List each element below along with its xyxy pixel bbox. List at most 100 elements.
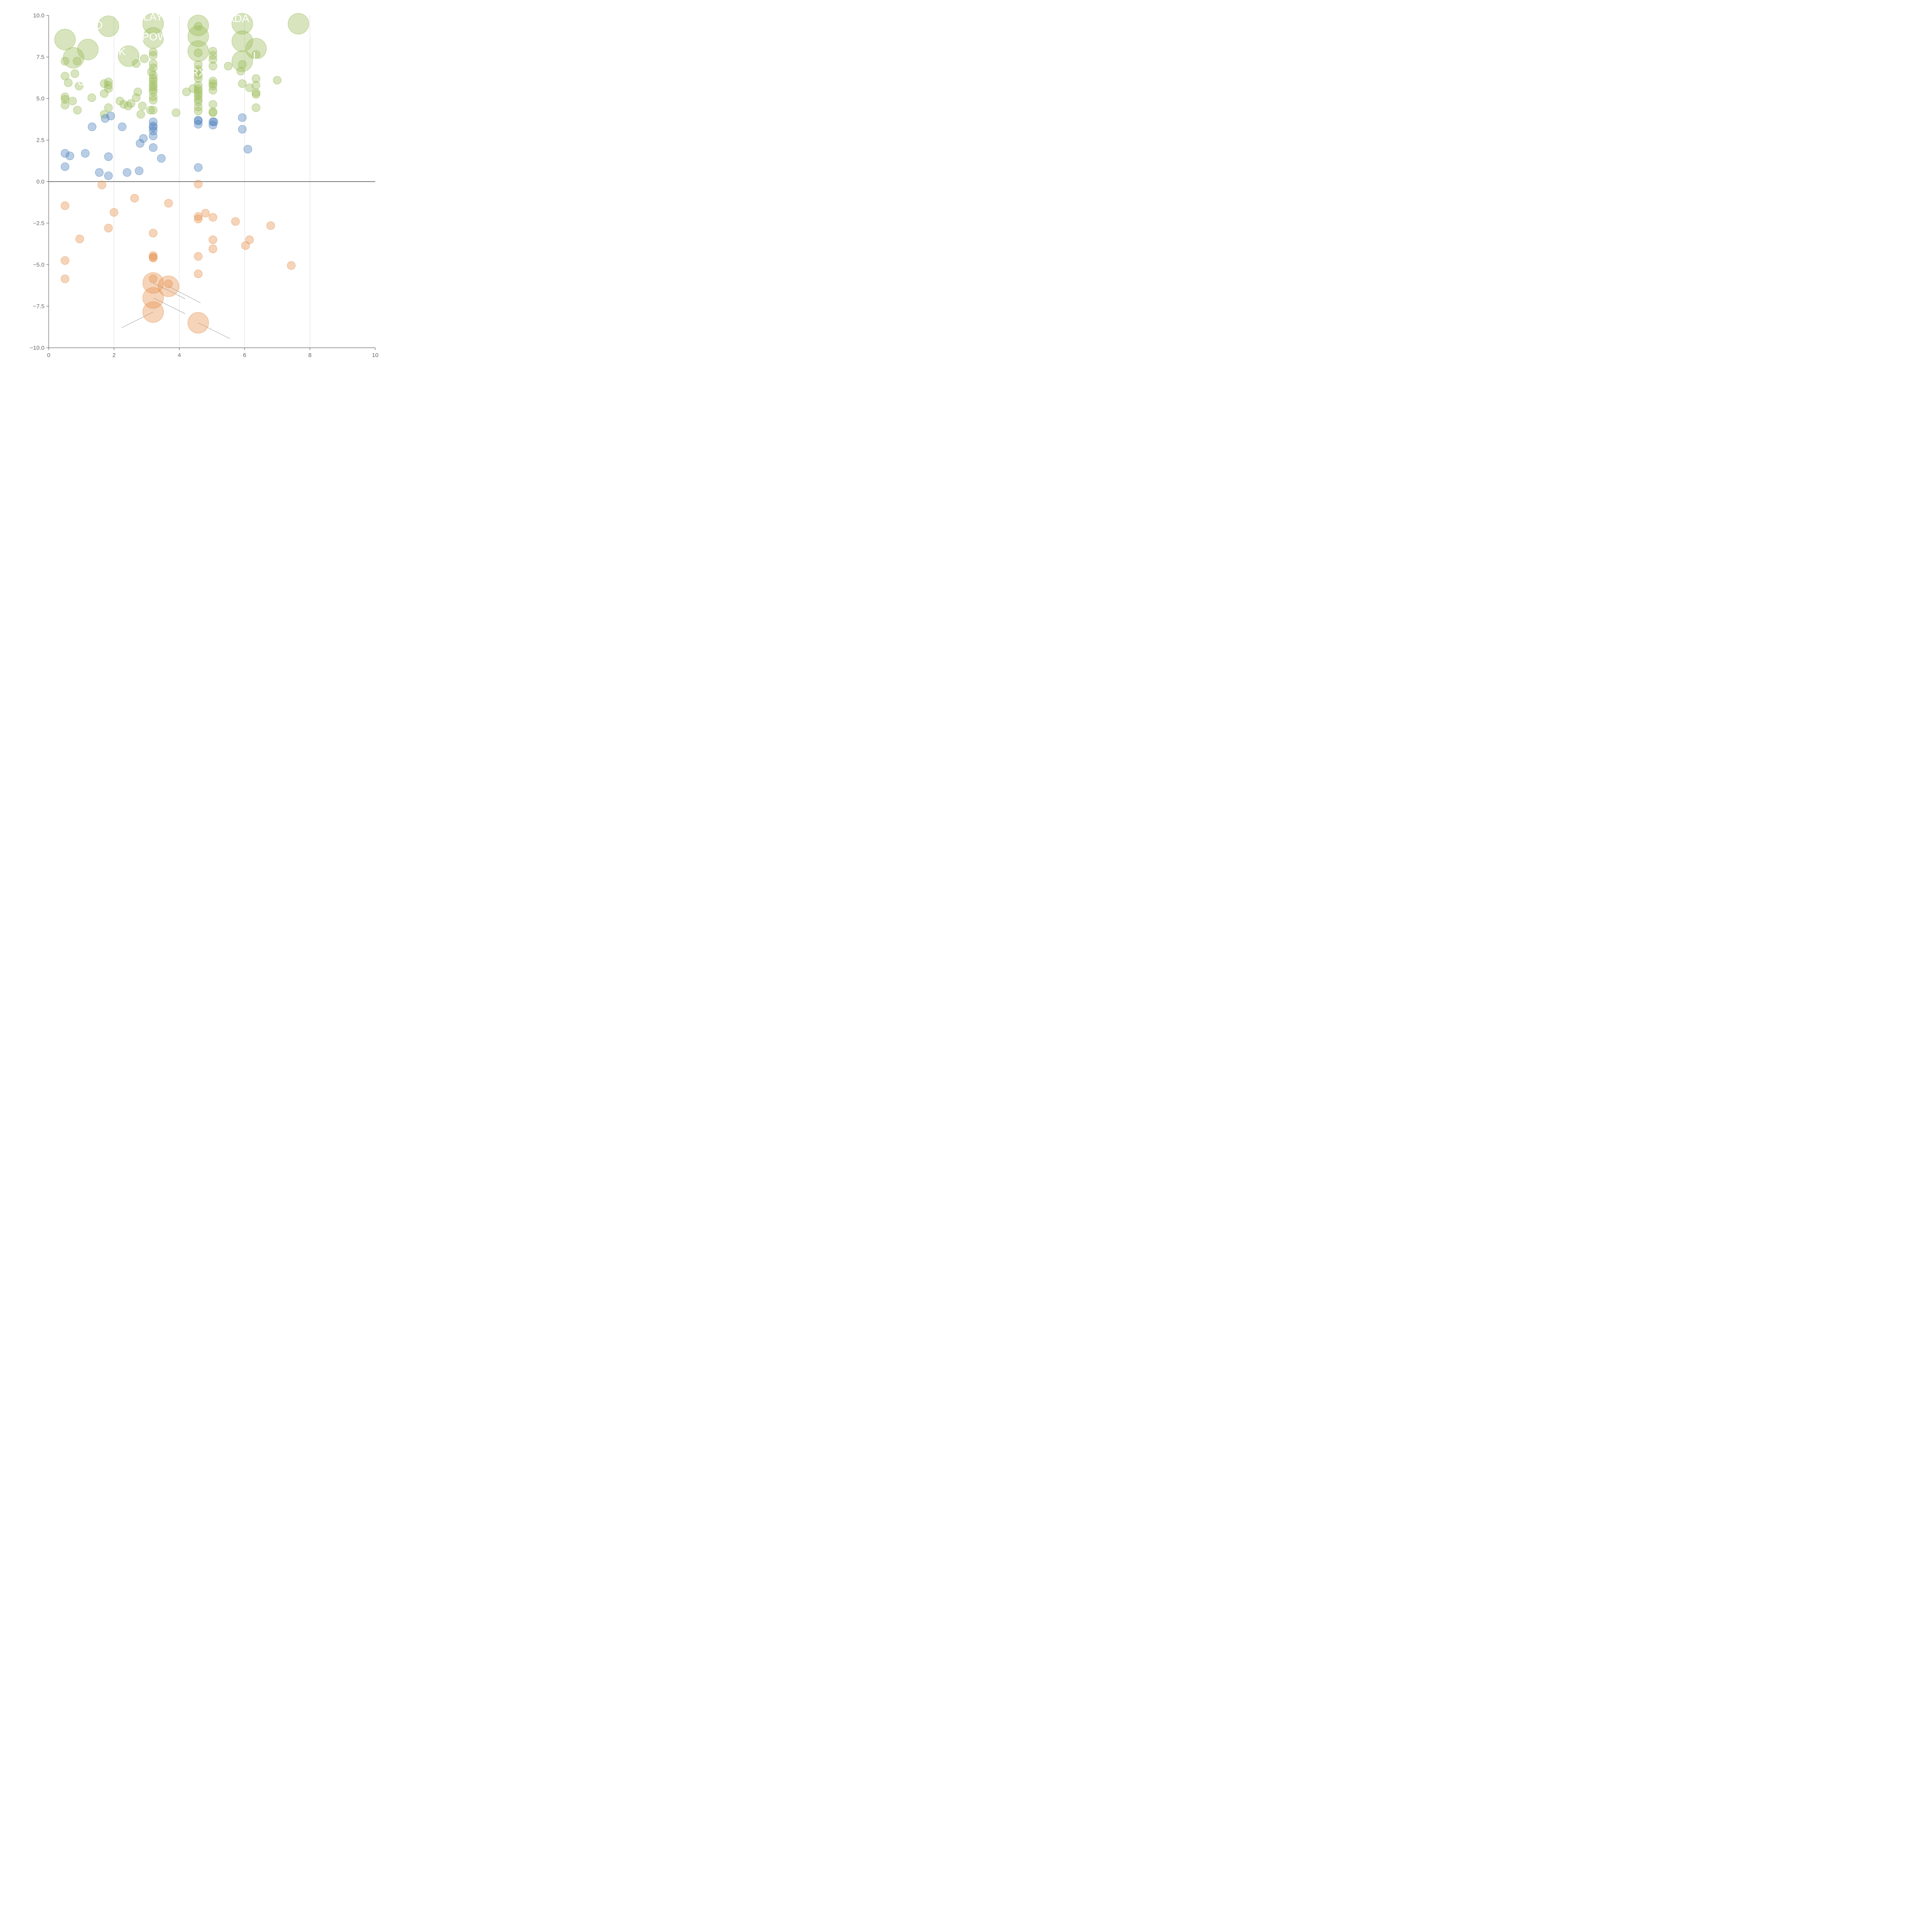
data-point: [149, 143, 158, 152]
data-point: [236, 66, 245, 76]
data-point: [142, 27, 164, 49]
data-point: [149, 80, 158, 89]
data-points: [54, 13, 310, 334]
data-point: [118, 45, 139, 67]
x-tick-label: 4: [178, 352, 181, 359]
data-point: [208, 86, 218, 95]
data-point: [231, 31, 253, 52]
scatter-chart: 0 2 4 6 8 10 −10.0 −7.5 −5.0 −2.5 0.0 2.5 5.0 7.5 10.0…: [30, 11, 379, 359]
data-point: [287, 261, 296, 270]
data-point: [208, 121, 218, 129]
data-point: [194, 68, 203, 77]
annotation-label: OO: [86, 19, 103, 31]
annotation-label: LAY: [143, 11, 163, 23]
data-point: [238, 113, 247, 122]
x-tick-label: 10: [372, 352, 379, 359]
data-point: [109, 208, 119, 217]
data-point: [194, 65, 203, 74]
y-tick-label: −2.5: [33, 220, 44, 227]
data-point: [241, 241, 250, 250]
data-point: [182, 87, 191, 96]
annotation-labels: LAY OO ADA POW K RX L C: [77, 11, 259, 88]
data-point: [73, 57, 82, 66]
data-point: [172, 108, 180, 117]
data-point: [136, 110, 145, 119]
data-point: [81, 149, 90, 158]
data-point: [73, 106, 82, 115]
y-tick-label: −7.5: [33, 303, 44, 310]
data-point: [61, 201, 70, 210]
data-point: [132, 59, 141, 68]
data-point: [157, 154, 166, 163]
data-point: [194, 60, 203, 69]
y-tick-label: 10.0: [33, 12, 44, 19]
data-point: [194, 107, 203, 116]
data-point: [194, 48, 203, 57]
data-point: [208, 213, 218, 222]
data-point: [273, 76, 282, 85]
data-point: [77, 39, 99, 60]
y-tick-label: 2.5: [36, 137, 44, 144]
annotation-label: L: [253, 50, 259, 62]
annotation-label: POW: [142, 31, 168, 43]
data-point: [252, 90, 260, 99]
data-point: [245, 38, 267, 60]
data-point: [101, 114, 110, 123]
data-point: [194, 71, 203, 80]
data-point: [104, 77, 113, 87]
data-point: [201, 209, 210, 218]
x-tick-label: 2: [112, 352, 116, 359]
data-point: [194, 212, 203, 221]
data-point: [61, 274, 70, 283]
data-point: [122, 168, 131, 177]
y-tick-label: −5.0: [33, 262, 44, 268]
data-point: [119, 100, 128, 109]
data-point: [142, 301, 164, 323]
data-point: [61, 256, 70, 265]
y-tick-label: 7.5: [36, 54, 44, 61]
x-tick-label: 8: [308, 352, 311, 359]
data-point: [194, 92, 203, 100]
data-point: [252, 50, 260, 59]
annotation-label: K: [119, 46, 126, 58]
leader-line: [168, 286, 201, 303]
leader-lines: [121, 282, 230, 339]
data-point: [126, 99, 136, 108]
data-point: [138, 102, 147, 111]
data-point: [104, 171, 113, 180]
data-point: [149, 131, 158, 140]
leader-line: [153, 298, 185, 314]
data-point: [231, 217, 240, 226]
data-point: [104, 152, 113, 161]
data-point: [252, 81, 260, 90]
data-point: [133, 87, 142, 96]
data-point: [61, 95, 70, 104]
data-point: [149, 126, 158, 135]
data-point: [245, 83, 254, 92]
data-point: [61, 162, 70, 171]
data-point: [149, 51, 158, 60]
data-point: [187, 312, 209, 334]
x-tick-label: 0: [47, 352, 50, 359]
data-point: [149, 274, 158, 283]
data-point: [164, 279, 173, 288]
data-point: [194, 95, 203, 104]
data-point: [70, 69, 79, 78]
data-point: [68, 97, 77, 105]
data-point: [208, 108, 218, 117]
data-point: [61, 101, 70, 110]
data-point: [238, 60, 247, 69]
data-point: [98, 15, 119, 37]
data-point: [187, 26, 209, 47]
data-point: [194, 116, 203, 126]
data-point: [149, 106, 158, 115]
data-point: [194, 22, 203, 31]
data-point: [100, 89, 109, 98]
data-point: [88, 122, 97, 131]
data-point: [146, 106, 155, 115]
data-point: [243, 145, 252, 154]
y-tick-label: 5.0: [36, 95, 44, 102]
data-point: [231, 13, 253, 35]
data-point: [149, 229, 158, 238]
data-point: [139, 134, 148, 143]
